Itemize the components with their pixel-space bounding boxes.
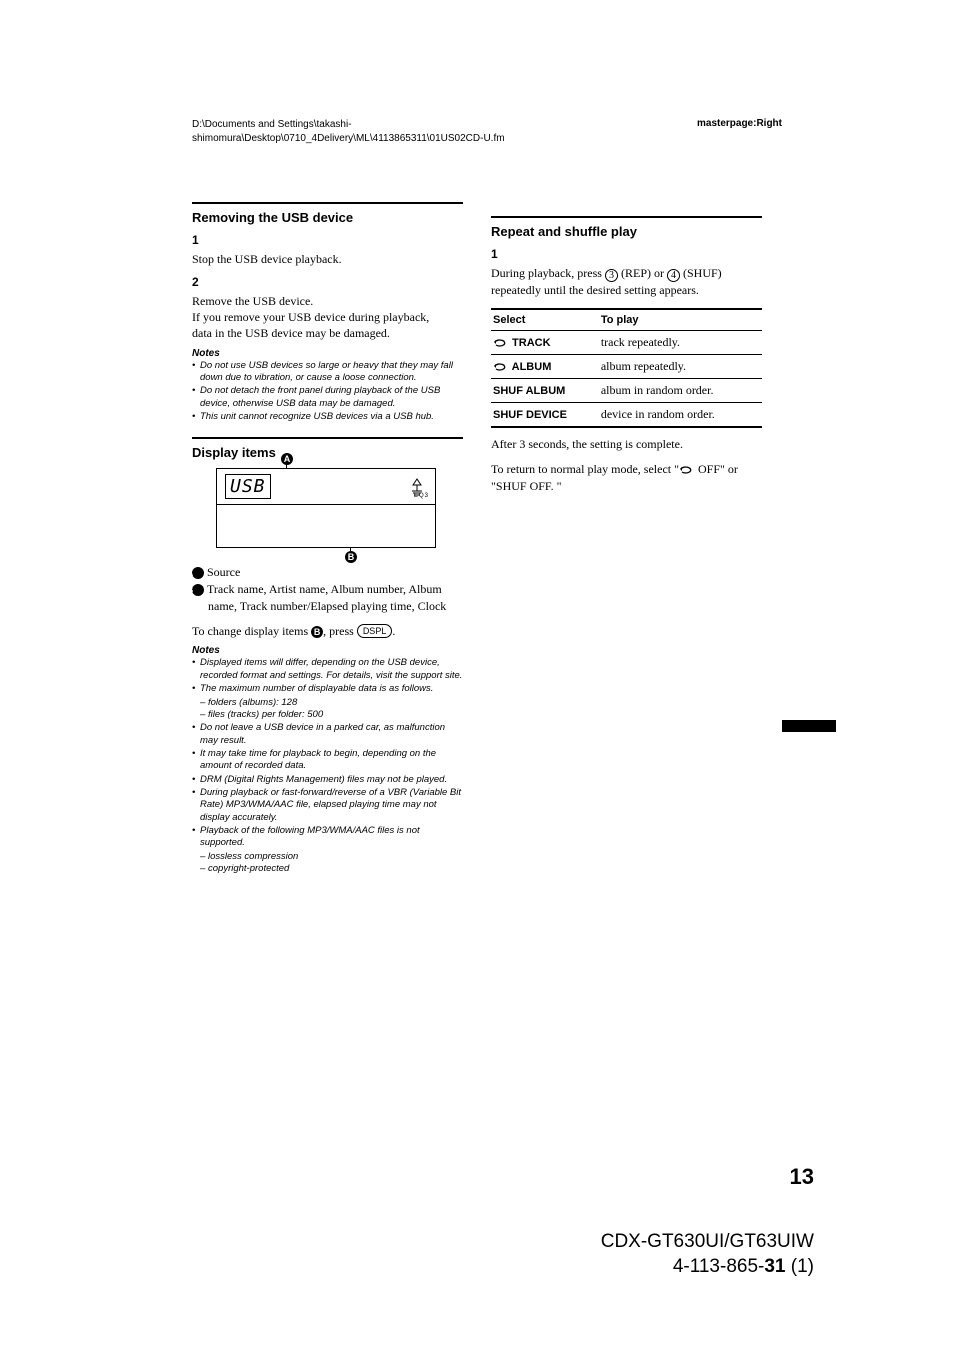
repeat-icon: [493, 337, 507, 347]
note-sub: copyright-protected: [200, 863, 463, 875]
note-item: Do not detach the front panel during pla…: [192, 385, 463, 410]
note-item: Do not use USB devices so large or heavy…: [192, 360, 463, 385]
table-header-toplay: To play: [599, 309, 762, 331]
select-cell: SHUF DEVICE: [493, 409, 567, 421]
header-path-line2: shimomura\Desktop\0710_4Delivery\ML\4113…: [192, 133, 505, 144]
step-pre: During playback, press: [491, 266, 605, 280]
removing-usb-title: Removing the USB device: [192, 210, 463, 225]
callout-a: A: [281, 453, 293, 465]
step-number: 2: [192, 275, 206, 289]
diagram-legend: ASource BTrack name, Artist name, Album …: [192, 564, 463, 614]
step-1: 1 Stop the USB device playback.: [192, 233, 463, 269]
repeat-icon: [679, 464, 693, 474]
footer-model: CDX-GT630UI/GT63UIW: [601, 1229, 814, 1255]
repeat-step-1: 1 During playback, press 3 (REP) or 4 (S…: [491, 247, 762, 298]
note-item: This unit cannot recognize USB devices v…: [192, 411, 463, 423]
footer-part-bold: 31: [764, 1256, 785, 1277]
change-pre: To change display items: [192, 624, 311, 638]
section-rule: [491, 216, 762, 218]
play-cell: album in random order.: [599, 379, 762, 403]
right-column: Repeat and shuffle play 1 During playbac…: [491, 202, 762, 876]
step-text: Stop the USB device playback.: [192, 251, 447, 267]
legend-marker-a: A: [192, 567, 204, 579]
play-cell: device in random order.: [599, 403, 762, 428]
note-item: Playback of the following MP3/WMA/AAC fi…: [192, 825, 463, 875]
after-3-seconds: After 3 seconds, the setting is complete…: [491, 436, 762, 453]
display-items-title: Display items: [192, 445, 463, 460]
return-normal-para: To return to normal play mode, select " …: [491, 461, 762, 495]
eq3-label: EQ3: [414, 493, 429, 499]
callout-b: B: [345, 551, 357, 563]
notes-heading: Notes: [192, 348, 463, 359]
rep-label: (REP) or: [618, 266, 667, 280]
step-2: 2 Remove the USB device. If you remove y…: [192, 275, 463, 342]
footer-part-pre: 4-113-865-: [673, 1256, 765, 1277]
step-number: 1: [192, 233, 206, 247]
note-sub: folders (albums): 128: [200, 697, 463, 709]
table-row: SHUF ALBUM album in random order.: [491, 379, 762, 403]
footer-block: CDX-GT630UI/GT63UIW 4-113-865-31 (1): [601, 1229, 814, 1280]
change-post: , press: [323, 624, 357, 638]
repeat-icon: [493, 361, 507, 371]
play-mode-table: Select To play TRACK track repeatedly. A…: [491, 308, 762, 428]
side-tab-marker: [782, 720, 836, 732]
callout-b-inline: B: [311, 626, 323, 638]
left-column: Removing the USB device 1 Stop the USB d…: [192, 202, 463, 876]
return-pre: To return to normal play mode, select ": [491, 462, 679, 476]
notes-list-2: Displayed items will differ, depending o…: [192, 657, 463, 875]
notes-list-1: Do not use USB devices so large or heavy…: [192, 360, 463, 424]
display-diagram: A USB EQ3 B: [216, 468, 463, 548]
note-item: DRM (Digital Rights Management) files ma…: [192, 774, 463, 786]
step-text: During playback, press 3 (REP) or 4 (SHU…: [491, 265, 746, 298]
legend-a-text: Source: [207, 565, 240, 579]
select-cell: SHUF ALBUM: [493, 385, 565, 397]
legend-marker-b: B: [192, 584, 204, 596]
note-item: It may take time for playback to begin, …: [192, 748, 463, 773]
callout-line: [350, 547, 351, 551]
step-2-extra: If you remove your USB device during pla…: [192, 310, 429, 340]
table-header-select: Select: [491, 309, 599, 331]
note-text: Playback of the following MP3/WMA/AAC fi…: [200, 825, 420, 848]
button-3: 3: [605, 269, 618, 282]
usb-display-text: USB: [225, 474, 271, 499]
header-path-line1: D:\Documents and Settings\takashi-: [192, 119, 352, 130]
select-cell: TRACK: [509, 337, 551, 349]
table-row: SHUF DEVICE device in random order.: [491, 403, 762, 428]
play-cell: track repeatedly.: [599, 331, 762, 355]
header-masterpage: masterpage:Right: [697, 118, 782, 129]
button-4: 4: [667, 269, 680, 282]
callout-line: [286, 465, 287, 469]
repeat-shuffle-title: Repeat and shuffle play: [491, 224, 762, 239]
note-item: The maximum number of displayable data i…: [192, 683, 463, 721]
note-text: The maximum number of displayable data i…: [200, 683, 433, 694]
footer-part-post: (1): [786, 1256, 815, 1277]
step-number: 1: [491, 247, 505, 261]
period: .: [392, 624, 395, 638]
section-rule: [192, 437, 463, 439]
change-display-para: To change display items B, press DSPL.: [192, 623, 463, 640]
table-row: ALBUM album repeatedly.: [491, 355, 762, 379]
note-item: During playback or fast-forward/reverse …: [192, 787, 463, 824]
step-text: Remove the USB device. If you remove you…: [192, 293, 447, 342]
header-file-path: D:\Documents and Settings\takashi- shimo…: [192, 118, 505, 145]
page-number: 13: [790, 1164, 814, 1190]
footer-part: 4-113-865-31 (1): [601, 1254, 814, 1280]
dspl-button: DSPL: [357, 624, 393, 638]
note-sub: files (tracks) per folder: 500: [200, 709, 463, 721]
note-item: Displayed items will differ, depending o…: [192, 657, 463, 682]
step-2-main: Remove the USB device.: [192, 294, 313, 308]
note-item: Do not leave a USB device in a parked ca…: [192, 722, 463, 747]
section-rule: [192, 202, 463, 204]
notes-heading: Notes: [192, 645, 463, 656]
select-cell: ALBUM: [509, 361, 551, 373]
table-row: TRACK track repeatedly.: [491, 331, 762, 355]
legend-b-text: Track name, Artist name, Album number, A…: [207, 582, 446, 613]
note-sub: lossless compression: [200, 851, 463, 863]
play-cell: album repeatedly.: [599, 355, 762, 379]
